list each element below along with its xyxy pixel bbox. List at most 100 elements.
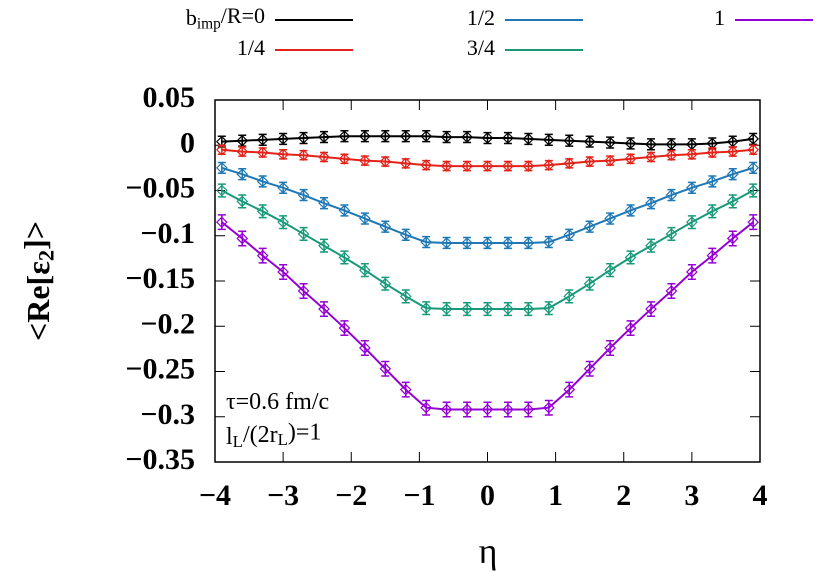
point bbox=[563, 383, 576, 396]
point bbox=[583, 362, 596, 375]
point bbox=[665, 138, 678, 151]
x-tick-label: 1 bbox=[548, 479, 563, 512]
point bbox=[624, 137, 637, 150]
point bbox=[297, 132, 310, 144]
point bbox=[420, 401, 433, 414]
point bbox=[583, 155, 596, 168]
point bbox=[215, 162, 228, 174]
point bbox=[706, 205, 719, 218]
point bbox=[399, 157, 412, 170]
point bbox=[277, 181, 289, 194]
point bbox=[215, 143, 228, 156]
point bbox=[461, 131, 473, 143]
point bbox=[686, 138, 698, 151]
y-tick-label: −0.15 bbox=[125, 262, 195, 295]
point bbox=[359, 342, 371, 354]
point bbox=[338, 204, 351, 217]
point bbox=[645, 239, 657, 252]
point bbox=[256, 146, 269, 159]
point bbox=[236, 168, 249, 181]
point bbox=[481, 132, 494, 144]
point bbox=[624, 322, 637, 334]
point bbox=[420, 236, 433, 248]
point bbox=[236, 195, 249, 208]
point bbox=[604, 212, 616, 225]
point bbox=[522, 133, 535, 145]
point bbox=[706, 146, 719, 159]
point bbox=[318, 239, 330, 252]
point bbox=[440, 303, 453, 315]
y-tick-label: −0.1 bbox=[140, 217, 195, 250]
point bbox=[747, 184, 760, 197]
point bbox=[604, 136, 616, 149]
point bbox=[686, 266, 698, 278]
point bbox=[747, 216, 760, 229]
point bbox=[542, 401, 555, 414]
point bbox=[502, 132, 514, 144]
point bbox=[399, 228, 412, 241]
point bbox=[747, 162, 760, 174]
error-bar bbox=[585, 220, 594, 233]
point bbox=[563, 290, 576, 303]
x-tick-label: −3 bbox=[267, 479, 299, 512]
point bbox=[359, 212, 371, 225]
point bbox=[215, 184, 228, 197]
point bbox=[256, 133, 269, 146]
point bbox=[481, 160, 494, 172]
point bbox=[461, 160, 473, 172]
point bbox=[277, 133, 289, 145]
point bbox=[481, 237, 494, 249]
y-tick-label: −0.3 bbox=[140, 398, 195, 431]
point bbox=[297, 189, 310, 201]
y-tick-label: −0.2 bbox=[140, 307, 195, 340]
series-line bbox=[221, 189, 754, 311]
point bbox=[726, 232, 739, 245]
point bbox=[665, 149, 678, 162]
point bbox=[542, 236, 555, 248]
plot-frame bbox=[214, 99, 761, 463]
point bbox=[726, 145, 739, 158]
legend-label: 3/4 bbox=[467, 35, 495, 60]
point bbox=[563, 134, 576, 147]
point bbox=[277, 148, 289, 161]
point bbox=[624, 204, 637, 217]
x-tick-label: −2 bbox=[335, 479, 367, 512]
point bbox=[624, 251, 637, 264]
point bbox=[502, 160, 514, 172]
point bbox=[379, 155, 392, 168]
point bbox=[297, 149, 310, 162]
point bbox=[338, 130, 351, 143]
y-tick-label: −0.35 bbox=[125, 443, 195, 476]
y-tick-label: 0 bbox=[180, 126, 195, 159]
point bbox=[686, 216, 698, 229]
point bbox=[604, 342, 616, 354]
point bbox=[461, 237, 473, 249]
x-tick-label: 2 bbox=[616, 479, 631, 512]
point bbox=[440, 131, 453, 143]
point bbox=[604, 154, 616, 167]
point bbox=[256, 249, 269, 262]
x-tick-label: 0 bbox=[480, 479, 495, 512]
point bbox=[583, 277, 596, 290]
point bbox=[645, 138, 657, 151]
point bbox=[359, 130, 371, 143]
point bbox=[440, 160, 453, 172]
legend-label: 1/2 bbox=[467, 5, 495, 30]
point bbox=[399, 383, 412, 396]
point bbox=[297, 285, 310, 297]
point bbox=[440, 237, 453, 249]
y-tick-label: −0.25 bbox=[125, 352, 195, 385]
point bbox=[461, 403, 473, 416]
point bbox=[665, 189, 678, 201]
point bbox=[318, 151, 330, 163]
legend-label: 1/4 bbox=[237, 35, 265, 60]
x-axis-label: η bbox=[479, 531, 498, 571]
point bbox=[645, 197, 657, 210]
point bbox=[379, 130, 392, 143]
point bbox=[338, 152, 351, 165]
error-bar bbox=[360, 212, 369, 225]
point bbox=[359, 264, 371, 276]
point bbox=[481, 303, 494, 315]
point bbox=[706, 249, 719, 262]
point bbox=[379, 362, 392, 375]
